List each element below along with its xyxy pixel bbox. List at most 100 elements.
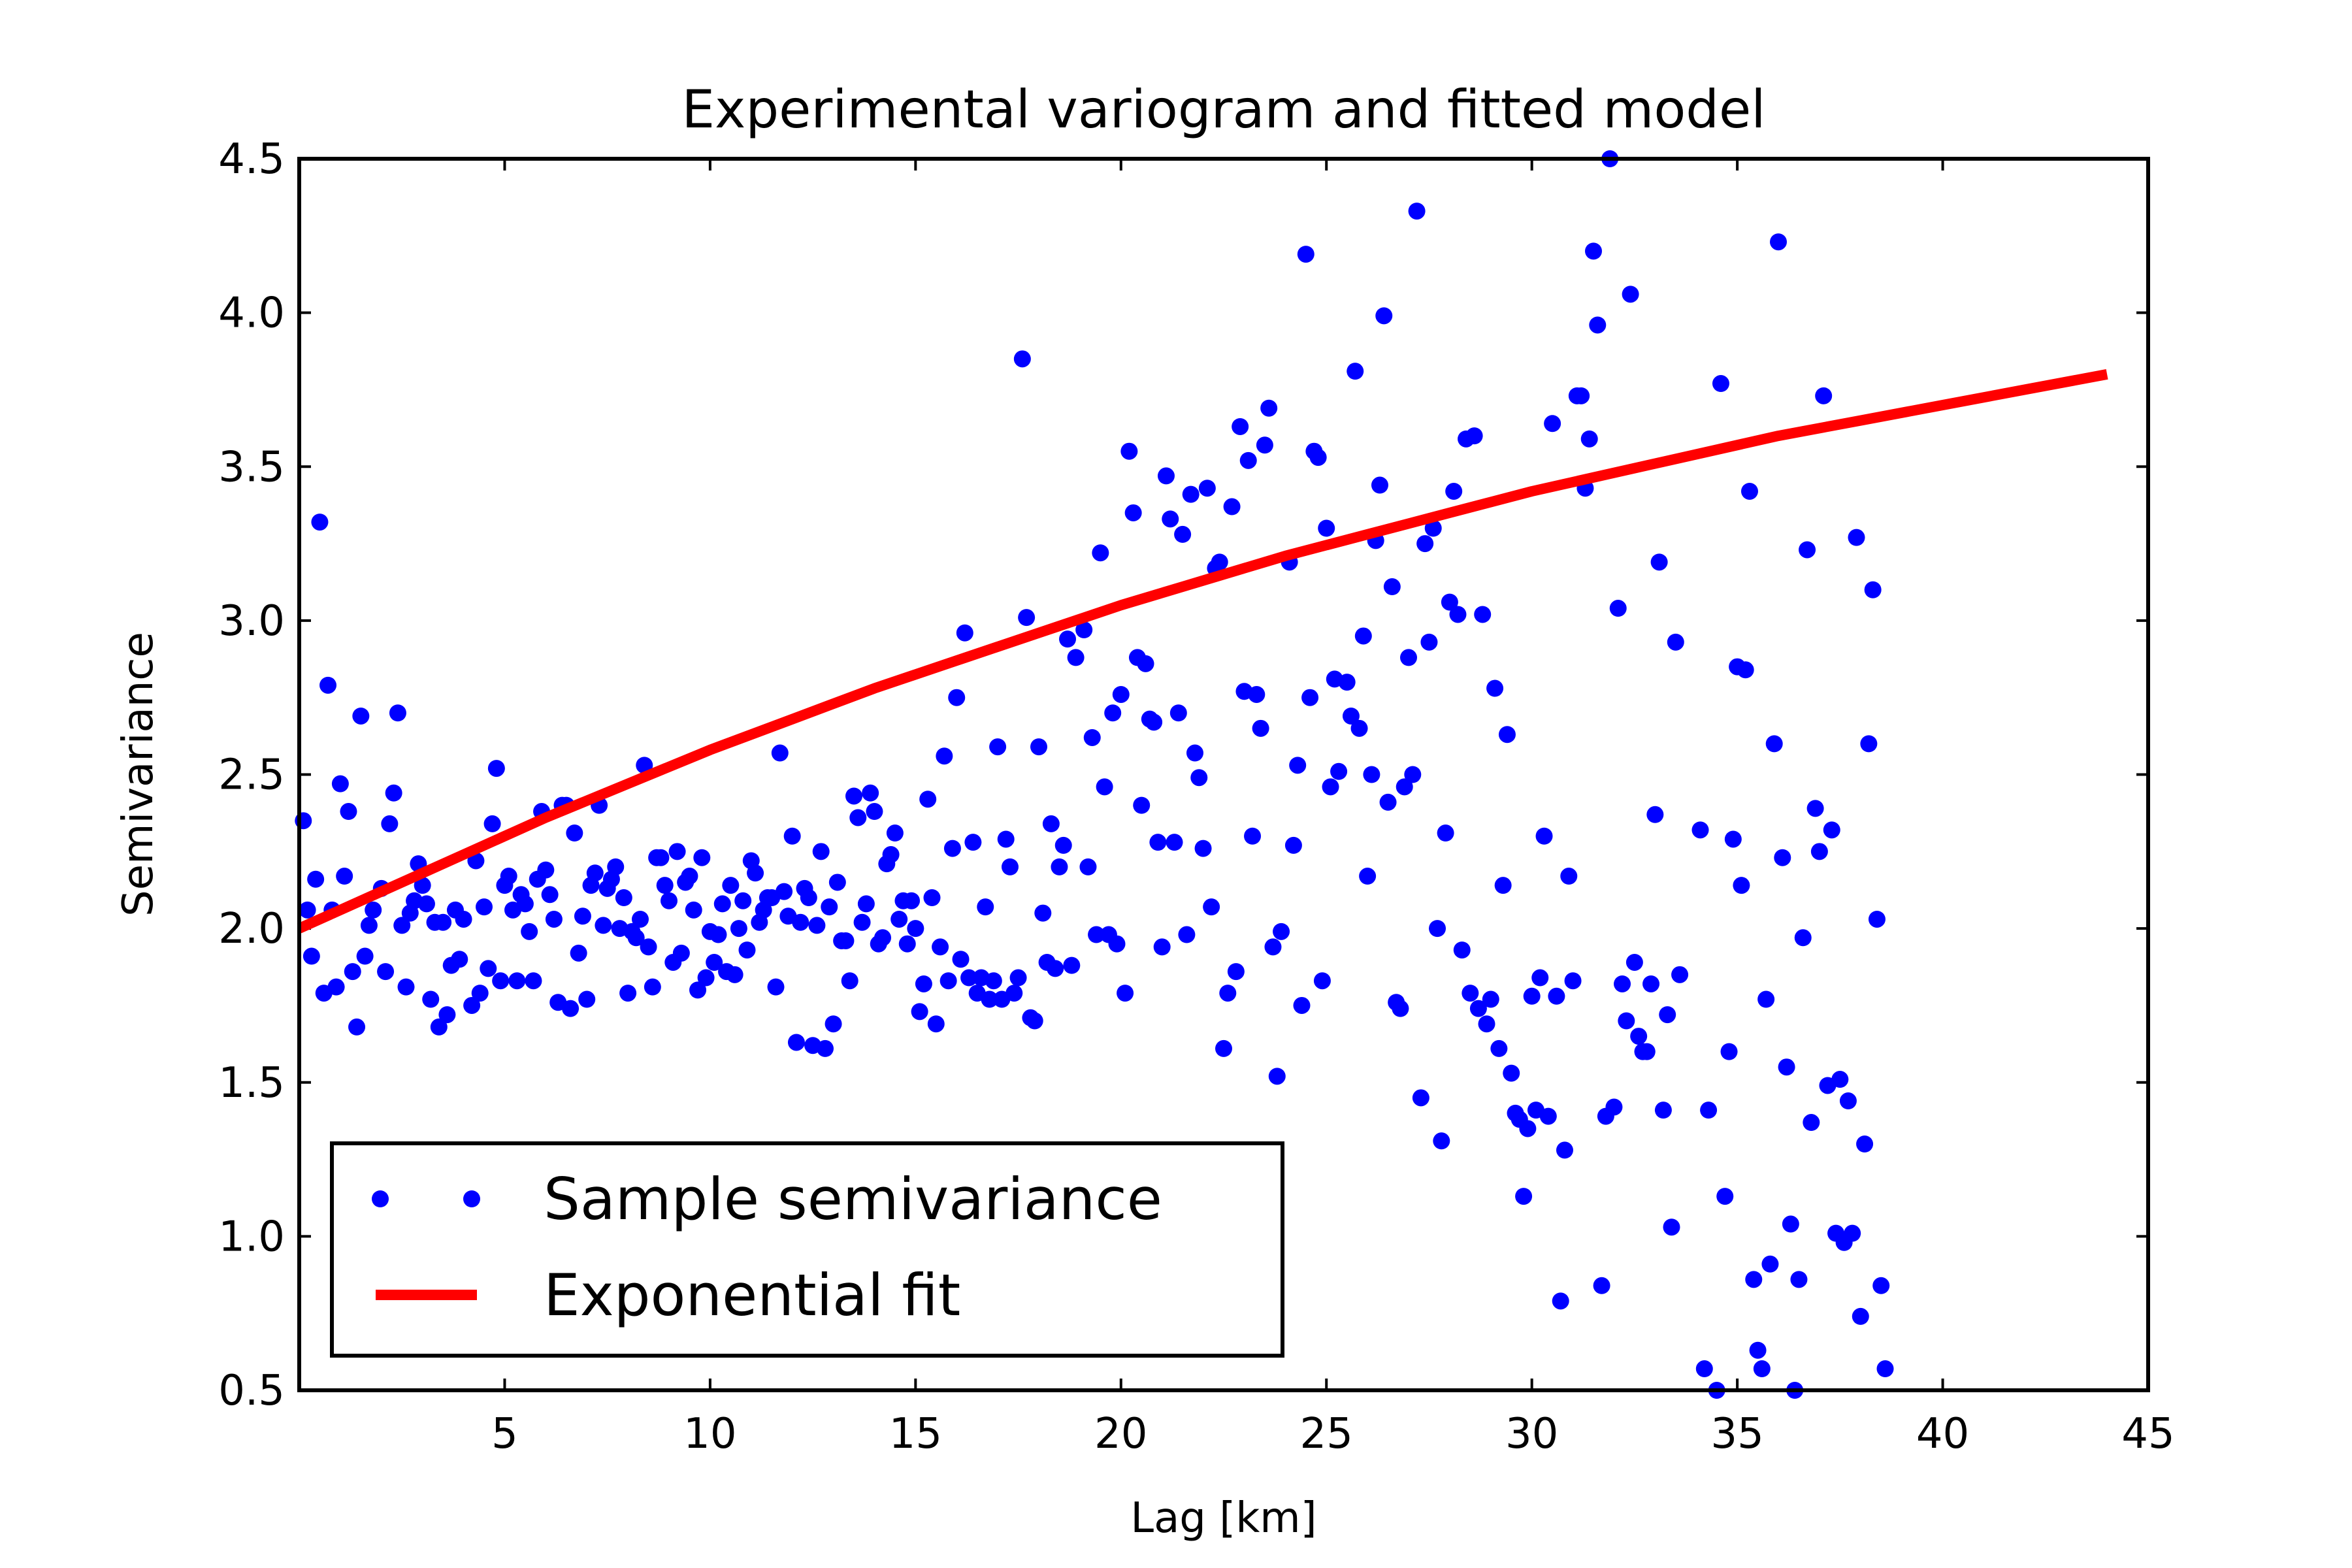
- sample-point: [857, 895, 875, 913]
- sample-point: [1371, 476, 1388, 494]
- sample-point: [1268, 1068, 1286, 1085]
- sample-point: [1375, 307, 1393, 325]
- sample-point: [989, 738, 1007, 756]
- sample-point: [874, 929, 892, 947]
- sample-point: [537, 861, 555, 879]
- y-tick-label: 2.0: [218, 905, 285, 953]
- sample-point: [640, 938, 657, 956]
- sample-point: [1313, 972, 1331, 990]
- sample-point: [1548, 987, 1565, 1005]
- sample-point: [1124, 504, 1142, 521]
- sample-point: [1009, 969, 1027, 987]
- sample-point: [1096, 778, 1113, 796]
- sample-point: [1876, 1360, 1894, 1378]
- sample-point: [1067, 649, 1085, 666]
- sample-point: [1169, 704, 1187, 722]
- sample-point: [1149, 834, 1167, 851]
- sample-point: [331, 775, 349, 792]
- sample-point: [726, 966, 743, 983]
- sample-point: [710, 926, 727, 943]
- sample-point: [956, 624, 973, 642]
- sample-point: [1761, 1255, 1779, 1273]
- sample-point: [771, 744, 789, 762]
- plot-frame: [297, 157, 2150, 1392]
- sample-point: [1573, 387, 1590, 404]
- sample-point: [787, 1034, 805, 1051]
- sample-point: [1740, 482, 1758, 500]
- sample-point: [672, 944, 690, 962]
- sample-point: [1519, 1120, 1537, 1137]
- sample-point: [1227, 963, 1245, 981]
- sample-point: [903, 892, 921, 909]
- sample-point: [471, 985, 489, 1002]
- sample-point: [825, 1015, 842, 1033]
- sample-point: [932, 938, 949, 956]
- sample-point: [1120, 442, 1138, 460]
- sample-point: [1663, 1218, 1680, 1236]
- y-tick-label: 3.0: [218, 597, 285, 645]
- sample-point: [1215, 1039, 1232, 1057]
- sample-point: [1465, 427, 1483, 445]
- legend-marker-sample: [463, 1190, 480, 1207]
- sample-point: [360, 917, 378, 934]
- sample-point: [939, 972, 957, 990]
- sample-point: [1712, 375, 1729, 393]
- sample-point: [356, 947, 374, 965]
- sample-point: [1794, 929, 1812, 947]
- sample-point: [1239, 451, 1257, 469]
- sample-point: [636, 757, 653, 774]
- x-tick-label: 40: [1916, 1410, 1969, 1458]
- sample-point: [344, 963, 361, 981]
- sample-point: [821, 898, 838, 916]
- x-tick-label: 45: [2121, 1410, 2174, 1458]
- sample-point: [1831, 1071, 1849, 1088]
- sample-point: [1860, 735, 1878, 753]
- sample-point: [907, 920, 924, 938]
- sample-point: [1026, 1012, 1043, 1030]
- sample-point: [747, 864, 764, 882]
- sample-point: [1137, 655, 1154, 672]
- sample-point: [1232, 417, 1249, 435]
- sample-point: [964, 834, 982, 851]
- sample-point: [1515, 1188, 1533, 1205]
- sample-point: [845, 787, 862, 805]
- sample-point: [1864, 581, 1882, 598]
- sample-point: [816, 1039, 834, 1057]
- sample-point: [1852, 1307, 1869, 1325]
- sample-point: [948, 689, 966, 706]
- sample-point: [1695, 1360, 1713, 1378]
- x-axis: 5 10 15 20 25 30 35 40 45: [491, 159, 2175, 1458]
- sample-point: [1503, 1064, 1520, 1082]
- sample-point: [1659, 1006, 1676, 1024]
- sample-point: [397, 978, 415, 996]
- sample-point: [1092, 544, 1109, 562]
- sample-point: [483, 815, 501, 832]
- sample-point: [385, 784, 402, 802]
- sample-point: [656, 877, 674, 894]
- sample-point: [783, 827, 801, 845]
- sample-point: [1162, 510, 1179, 528]
- sample-point: [1749, 1341, 1767, 1359]
- x-tick-label: 15: [889, 1410, 942, 1458]
- sample-point: [734, 892, 752, 909]
- x-tick-label: 10: [683, 1410, 736, 1458]
- sample-point: [1474, 606, 1492, 623]
- sample-point: [525, 972, 542, 990]
- sample-point: [336, 868, 353, 885]
- sample-point: [1030, 738, 1047, 756]
- sample-point: [1564, 972, 1582, 990]
- sample-point: [1654, 1102, 1672, 1119]
- sample-point: [1737, 661, 1754, 679]
- sample-point: [1104, 704, 1122, 722]
- sample-point: [299, 901, 316, 919]
- sample-point: [352, 707, 370, 725]
- sample-point: [1013, 350, 1031, 368]
- sample-point: [595, 917, 612, 934]
- sample-point: [1552, 1292, 1569, 1310]
- sample-point: [1297, 246, 1315, 263]
- sample-point: [1392, 1000, 1409, 1017]
- sample-point: [1437, 825, 1454, 842]
- sample-point: [882, 846, 900, 864]
- sample-point: [1720, 1043, 1738, 1060]
- sample-point: [1182, 485, 1200, 503]
